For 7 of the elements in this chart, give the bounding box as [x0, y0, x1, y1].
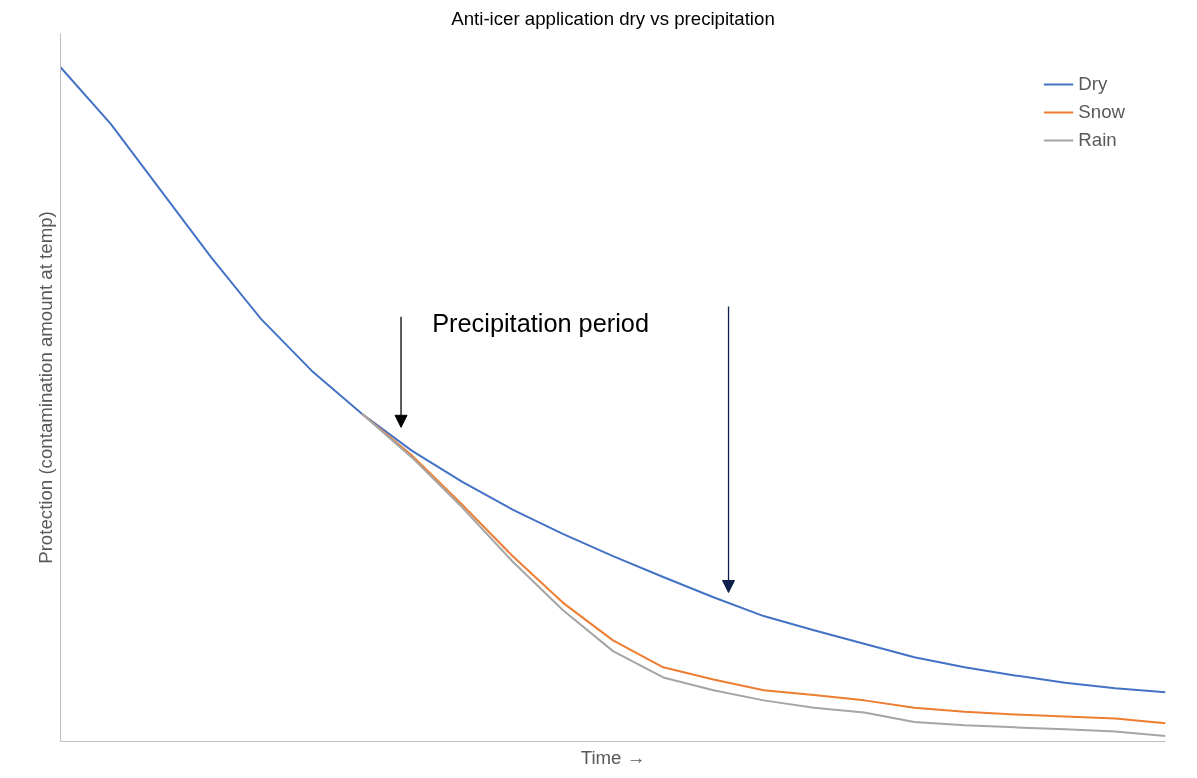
annotation: Precipitation period [432, 308, 650, 337]
y-axis-title: Protection (contamination amount at temp) [34, 211, 56, 564]
x-axis-title: Time → [580, 746, 646, 768]
legend-label: Rain [1078, 129, 1117, 151]
chart-title: Anti-icer application dry vs precipitation [451, 7, 775, 29]
legend-label: Dry [1078, 73, 1108, 95]
legend-label: Snow [1078, 101, 1125, 123]
